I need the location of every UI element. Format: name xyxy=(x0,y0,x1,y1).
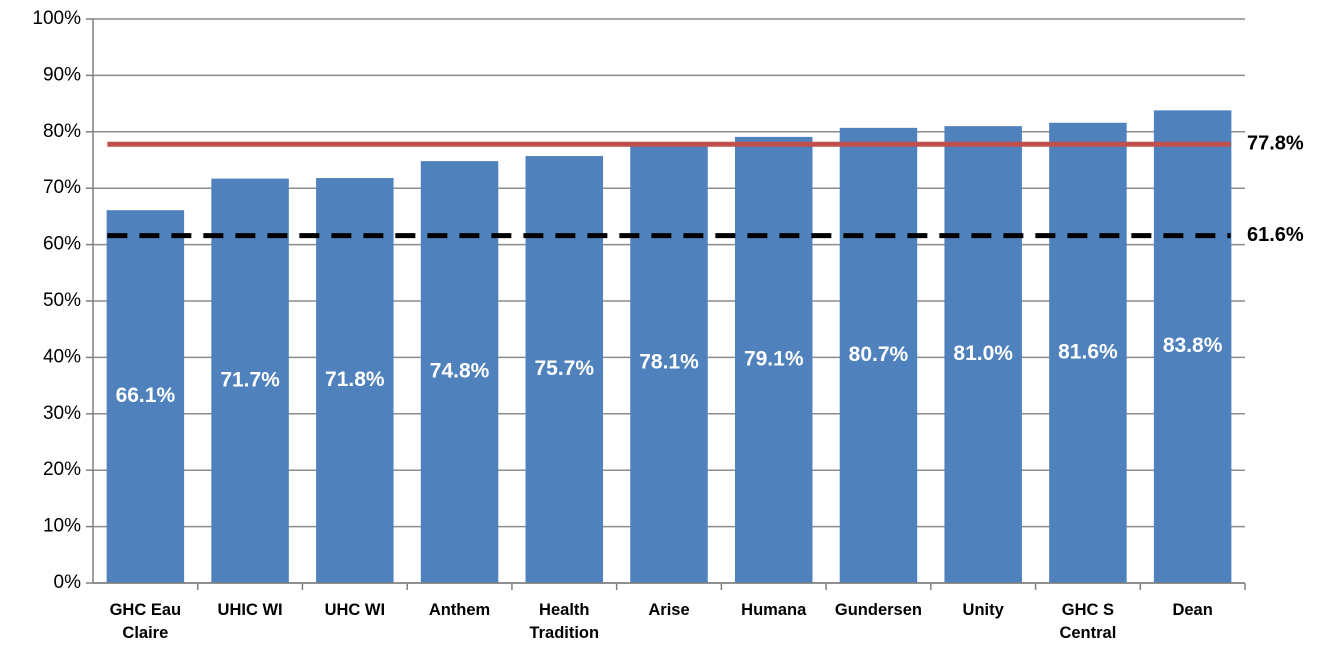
x-tick-label: GHC S Central xyxy=(1059,601,1117,642)
bar xyxy=(106,210,185,584)
x-tick-label: Unity xyxy=(962,601,1004,619)
bar xyxy=(630,142,708,584)
reference-label: 77.8% xyxy=(1247,132,1304,154)
data-label: 81.0% xyxy=(953,342,1013,365)
data-label: 66.1% xyxy=(116,384,176,407)
y-tick-label: 20% xyxy=(43,459,81,480)
x-tick-label: Dean xyxy=(1172,601,1213,619)
y-tick-label: 0% xyxy=(54,572,82,593)
data-label: 75.7% xyxy=(534,357,594,380)
x-tick-label: UHIC WI xyxy=(217,601,283,619)
y-tick-label: 80% xyxy=(43,121,81,142)
y-tick-label: 60% xyxy=(43,234,81,255)
data-label: 74.8% xyxy=(430,360,490,383)
x-tick-label: Health Tradition xyxy=(529,601,600,642)
data-label: 83.8% xyxy=(1163,334,1223,357)
x-tick-label: Humana xyxy=(741,601,807,619)
y-tick-label: 100% xyxy=(32,8,81,29)
bar xyxy=(1049,122,1127,583)
data-label: 71.7% xyxy=(220,368,280,391)
bar xyxy=(944,126,1022,583)
data-label: 79.1% xyxy=(744,347,804,370)
y-tick-label: 70% xyxy=(43,177,81,198)
y-tick-label: 10% xyxy=(43,516,81,537)
data-label: 78.1% xyxy=(639,350,699,373)
y-tick-label: 30% xyxy=(43,403,81,424)
bar xyxy=(839,127,918,584)
x-tick-label: UHC WI xyxy=(324,601,386,619)
x-tick-label: GHC Eau Claire xyxy=(109,601,182,642)
bar xyxy=(525,156,604,583)
bar xyxy=(1153,110,1232,584)
x-tick-label: Arise xyxy=(648,601,690,619)
bar xyxy=(211,178,289,583)
x-tick-label: Gundersen xyxy=(834,601,922,619)
bar xyxy=(420,161,499,584)
data-label: 81.6% xyxy=(1058,340,1118,363)
reference-label: 61.6% xyxy=(1247,224,1304,246)
data-label: 71.8% xyxy=(325,368,385,391)
bar xyxy=(316,178,394,583)
y-tick-label: 50% xyxy=(43,290,81,311)
y-tick-label: 90% xyxy=(43,64,81,85)
x-tick-label: Anthem xyxy=(428,601,491,619)
bar xyxy=(734,136,813,583)
data-label: 80.7% xyxy=(849,343,909,366)
y-tick-label: 40% xyxy=(43,346,81,367)
